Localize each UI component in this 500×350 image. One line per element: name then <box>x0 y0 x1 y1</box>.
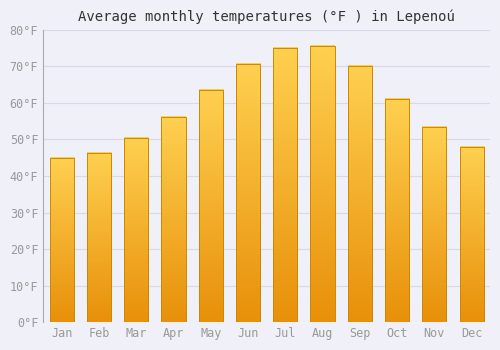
Bar <box>50 158 74 322</box>
Bar <box>162 117 186 322</box>
Bar <box>385 99 409 322</box>
Bar <box>310 46 334 322</box>
Bar <box>273 48 297 322</box>
Bar <box>422 127 446 322</box>
Bar <box>273 48 297 322</box>
Bar <box>236 64 260 322</box>
Bar <box>198 90 223 322</box>
Bar <box>348 66 372 322</box>
Bar <box>124 138 148 322</box>
Bar <box>124 138 148 322</box>
Bar <box>385 99 409 322</box>
Bar <box>236 64 260 322</box>
Bar <box>198 90 223 322</box>
Bar <box>460 147 484 322</box>
Bar <box>460 147 484 322</box>
Bar <box>87 153 111 322</box>
Bar <box>422 127 446 322</box>
Bar <box>50 158 74 322</box>
Bar <box>310 46 334 322</box>
Title: Average monthly temperatures (°F ) in Lepenoú: Average monthly temperatures (°F ) in Le… <box>78 10 455 24</box>
Bar <box>162 117 186 322</box>
Bar <box>87 153 111 322</box>
Bar <box>348 66 372 322</box>
